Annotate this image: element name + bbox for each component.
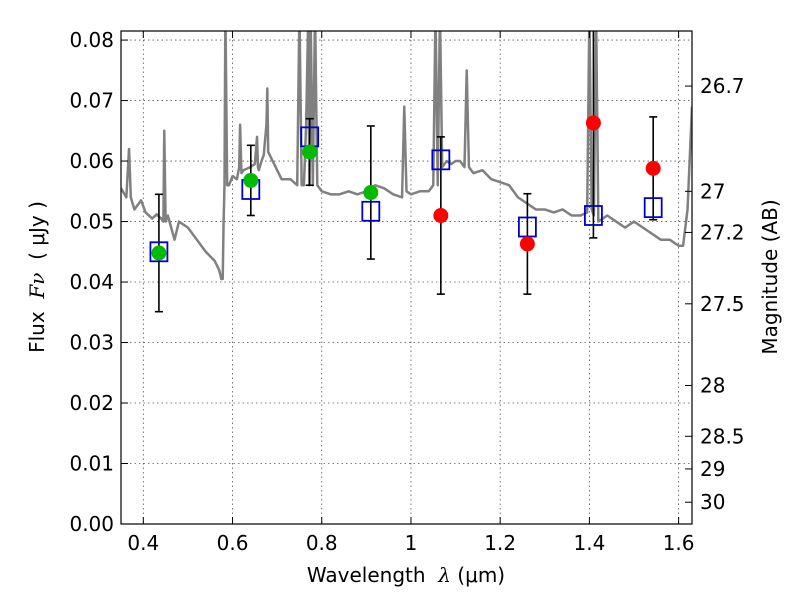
y-tick-label: 0.00: [69, 512, 114, 536]
y2-axis-label: Magnitude (AB): [758, 199, 782, 354]
plot-frame: [120, 30, 693, 525]
y-tick-label: 0.04: [69, 270, 114, 294]
grid: [121, 31, 692, 525]
model-photometry-square: [643, 197, 663, 219]
red-data-point: [433, 207, 449, 223]
magnitude-tick-label: 29: [700, 457, 725, 481]
x-tick-label: 1: [405, 531, 418, 555]
green-data-point: [151, 245, 167, 261]
magnitude-tick-label: 28: [700, 373, 725, 397]
red-data-point: [519, 236, 535, 252]
red-data-point: [645, 160, 661, 176]
magnitude-tick-label: 27: [700, 179, 725, 203]
spectrum-layer: [121, 31, 692, 281]
x-tick-label: 0.6: [217, 531, 249, 555]
observed-points-layer: [151, 115, 661, 261]
spectrum-line: [121, 31, 692, 281]
model-photometry-square: [149, 241, 169, 263]
magnitude-tick-label: 30: [700, 490, 725, 514]
x-tick-label: 1.4: [573, 531, 605, 555]
y-tick-label: 0.08: [69, 28, 114, 52]
green-data-point: [363, 185, 379, 201]
red-data-point: [585, 115, 601, 131]
model-photometry-square: [431, 149, 451, 171]
x-tick-label: 1.2: [484, 531, 516, 555]
model-photometry-layer: [149, 126, 663, 263]
x-tick-label: 0.8: [306, 531, 338, 555]
y-tick-label: 0.03: [69, 331, 114, 355]
ticks-layer: 0.4 0.6 0.8 1 1.2 1.4 1.6 0.00 0.01 0.02 0.03 0.04 0…: [69, 28, 744, 555]
magnitude-tick-label: 27.5: [700, 292, 745, 316]
green-data-point: [302, 144, 318, 160]
magnitude-tick-label: 28.5: [700, 424, 745, 448]
model-photometry-square: [361, 200, 381, 222]
y-tick-label: 0.07: [69, 89, 114, 113]
y-axis-label: Flux Fν ( μJy ): [25, 201, 49, 353]
y-tick-label: 0.05: [69, 210, 114, 234]
y-tick-label: 0.02: [69, 391, 114, 415]
magnitude-tick-label: 27.2: [700, 220, 745, 244]
x-tick-label: 0.4: [127, 531, 159, 555]
y-tick-label: 0.01: [69, 452, 114, 476]
green-data-point: [243, 172, 259, 188]
x-axis-label: Wavelength λ (μm): [307, 563, 505, 587]
magnitude-tick-label: 26.7: [700, 74, 745, 98]
y-tick-label: 0.06: [69, 149, 114, 173]
x-tick-label: 1.6: [663, 531, 695, 555]
model-photometry-square: [584, 205, 603, 226]
